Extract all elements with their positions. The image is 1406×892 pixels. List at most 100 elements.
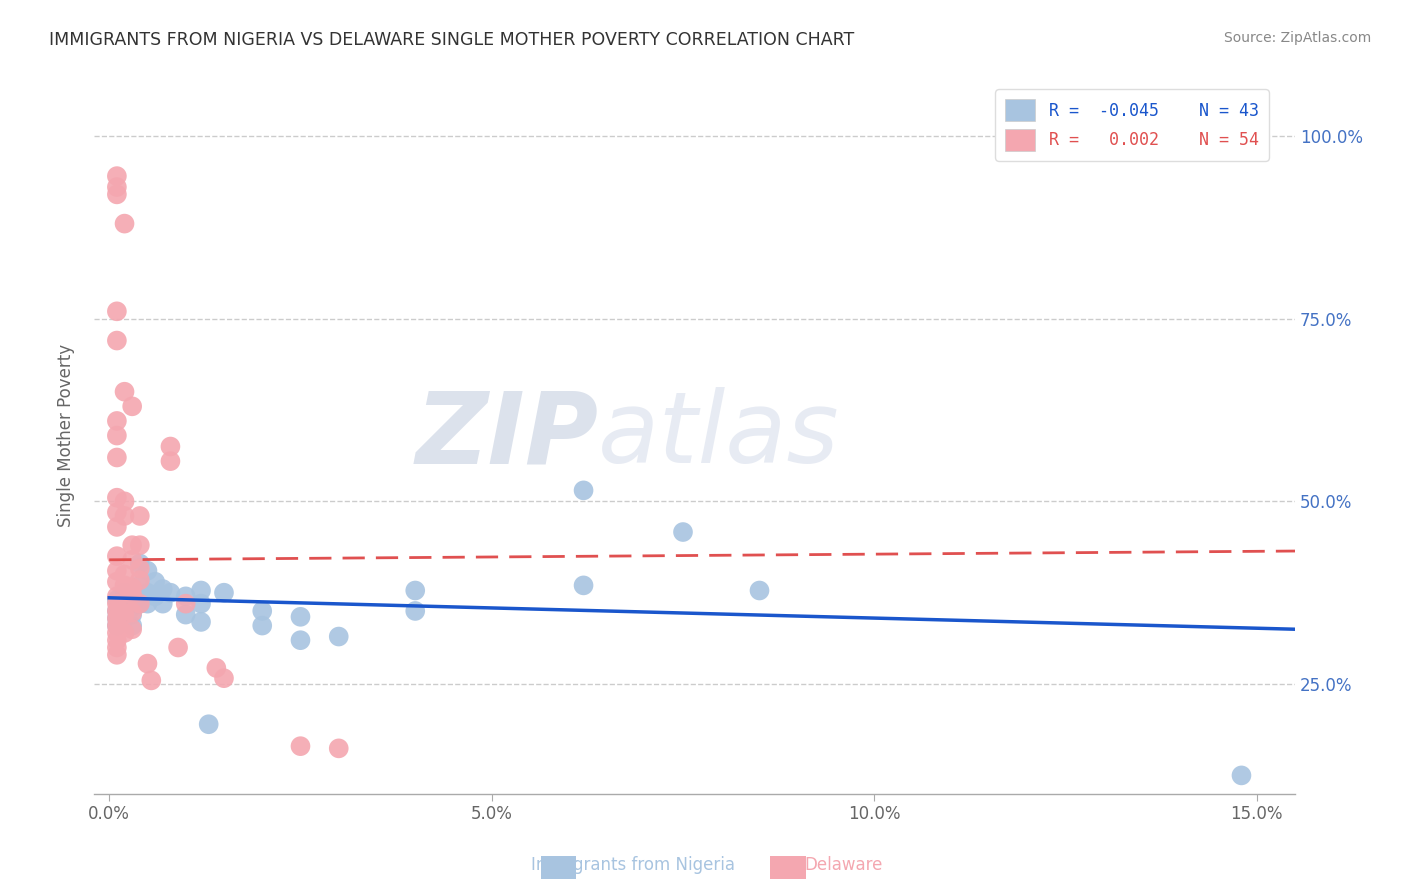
Point [105,428,128,442]
Point [205,661,228,675]
Point [105,611,128,625]
Text: Source: ZipAtlas.com: Source: ZipAtlas.com [1223,31,1371,45]
Point [128,597,150,611]
Y-axis label: Single Mother Poverty: Single Mother Poverty [58,344,75,527]
Point [159,454,181,468]
Point [105,180,128,194]
Point [121,618,143,632]
Point [114,626,136,640]
Point [105,626,128,640]
Point [572,578,595,592]
Text: atlas: atlas [599,387,839,484]
Point [105,334,128,348]
Point [159,440,181,454]
Point [252,618,274,632]
Point [290,739,312,754]
Point [152,582,174,596]
Point [141,673,163,688]
Text: Delaware: Delaware [804,856,883,874]
Text: ZIP: ZIP [415,387,599,484]
Point [105,520,128,534]
Point [128,590,150,604]
Point [121,607,143,622]
Point [105,304,128,318]
Point [1230,768,1253,782]
Point [105,505,128,519]
Point [121,606,143,620]
Point [190,597,212,611]
Point [197,717,219,731]
Point [404,583,426,598]
Point [105,618,128,632]
Point [105,640,128,655]
Point [174,590,197,604]
Text: IMMIGRANTS FROM NIGERIA VS DELAWARE SINGLE MOTHER POVERTY CORRELATION CHART: IMMIGRANTS FROM NIGERIA VS DELAWARE SING… [49,31,855,49]
Point [121,538,143,552]
Point [105,593,128,607]
Point [128,597,150,611]
Point [121,553,143,567]
Legend: R =  -0.045    N = 43, R =   0.002    N = 54: R = -0.045 N = 43, R = 0.002 N = 54 [995,89,1268,161]
Point [212,671,235,685]
Point [128,574,150,588]
Point [114,607,136,622]
Point [105,597,128,611]
Point [105,169,128,183]
Point [174,607,197,622]
Point [105,648,128,662]
Point [114,217,136,231]
Point [121,600,143,615]
Point [290,609,312,624]
Point [114,494,136,508]
Point [128,557,150,571]
Point [105,187,128,202]
Point [128,538,150,552]
Point [114,604,136,618]
Point [328,741,350,756]
Point [136,597,159,611]
Point [167,640,190,655]
Point [105,618,128,632]
Point [212,585,235,599]
Point [404,604,426,618]
Point [114,611,136,625]
Point [748,583,770,598]
Point [105,450,128,465]
Point [105,604,128,618]
Point [121,400,143,414]
Point [136,585,159,599]
Point [159,585,181,599]
Point [143,590,166,604]
Text: Immigrants from Nigeria: Immigrants from Nigeria [530,856,735,874]
Point [121,588,143,602]
Point [114,384,136,399]
Point [114,585,136,599]
Point [105,633,128,648]
Point [105,414,128,428]
Point [114,567,136,582]
Point [121,622,143,636]
Point [174,597,197,611]
Point [190,615,212,629]
Point [128,508,150,523]
Point [105,574,128,589]
Point [105,604,128,618]
Point [190,583,212,598]
Point [252,604,274,618]
Point [128,578,150,592]
Point [672,524,695,539]
Point [136,657,159,671]
Point [121,590,143,604]
Point [152,597,174,611]
Point [290,633,312,648]
Point [105,491,128,505]
Point [143,574,166,589]
Point [114,578,136,592]
Point [128,561,150,575]
Point [105,549,128,563]
Point [105,611,128,625]
Point [105,564,128,578]
Point [572,483,595,498]
Point [121,581,143,595]
Point [114,598,136,612]
